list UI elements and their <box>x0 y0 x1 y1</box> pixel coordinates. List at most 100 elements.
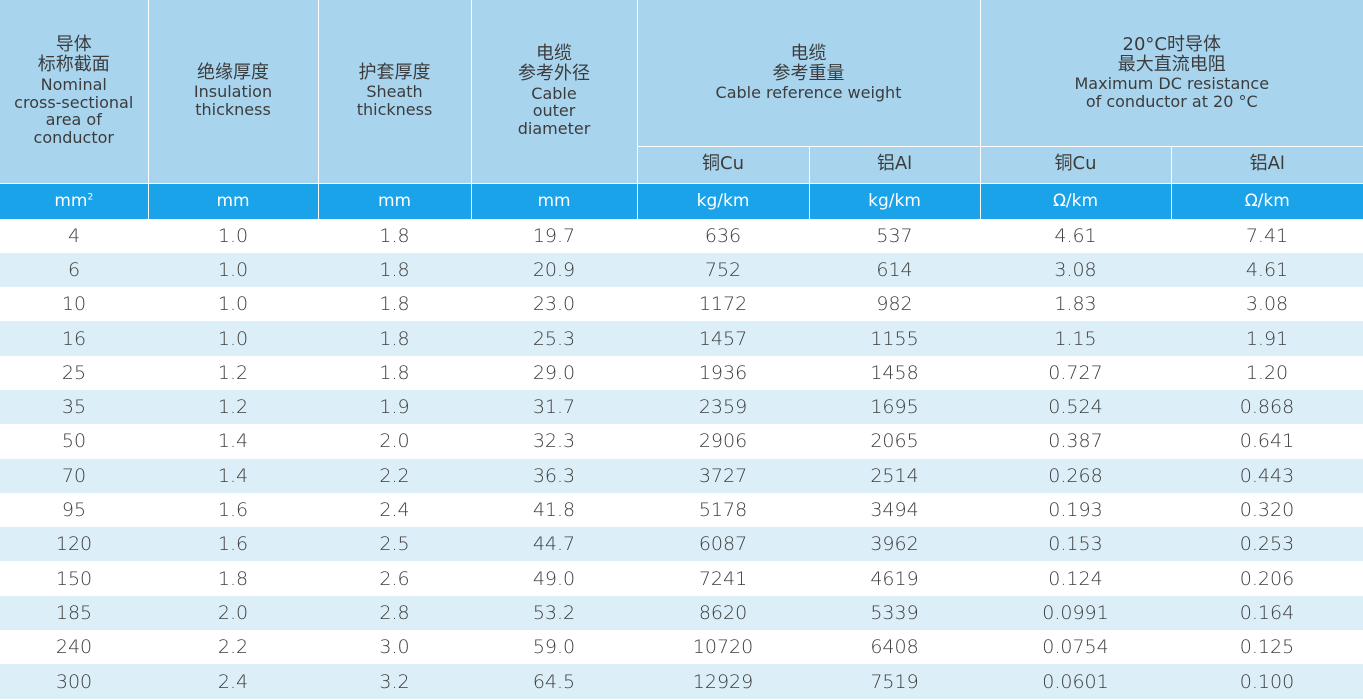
cell-weight-al: 3962 <box>809 527 980 562</box>
unit-diameter: mm <box>471 183 638 219</box>
cell-resistance-cu: 0.387 <box>980 424 1171 459</box>
cell-insulation: 1.4 <box>148 458 318 493</box>
unit-resistance-cu: Ω/km <box>980 183 1172 219</box>
table-row: 240 2.2 3.0 59.0 10720 6408 0.0754 0.125 <box>0 630 1363 665</box>
unit-weight-al: kg/km <box>809 183 981 219</box>
cell-weight-al: 1695 <box>809 389 980 425</box>
cell-area: 240 <box>0 630 148 665</box>
cell-area: 150 <box>0 561 148 596</box>
header-outer-diameter: 电缆 参考外径 Cable outer diameter <box>471 0 638 184</box>
table-row: 185 2.0 2.8 53.2 8620 5339 0.0991 0.164 <box>0 595 1363 631</box>
table-row: 35 1.2 1.9 31.7 2359 1695 0.524 0.868 <box>0 389 1363 425</box>
cell-weight-al: 3494 <box>809 492 980 528</box>
cell-weight-al: 982 <box>809 287 980 322</box>
cell-insulation: 1.0 <box>148 252 318 288</box>
cell-resistance-al: 0.443 <box>1171 458 1363 493</box>
header-sheath-thickness: 护套厚度 Sheath thickness <box>318 0 472 184</box>
cell-insulation: 1.8 <box>148 561 318 596</box>
cell-diameter: 20.9 <box>471 252 637 288</box>
cell-resistance-al: 0.868 <box>1171 389 1363 425</box>
cell-resistance-al: 0.164 <box>1171 595 1363 631</box>
table-row: 4 1.0 1.8 19.7 636 537 4.61 7.41 <box>0 218 1363 253</box>
header-insulation-thickness: 绝缘厚度 Insulation thickness <box>148 0 319 184</box>
cell-resistance-cu: 0.153 <box>980 527 1171 562</box>
table-row: 150 1.8 2.6 49.0 7241 4619 0.124 0.206 <box>0 561 1363 596</box>
cell-weight-cu: 1172 <box>637 287 809 322</box>
cell-diameter: 36.3 <box>471 458 637 493</box>
cell-area: 185 <box>0 595 148 631</box>
cell-resistance-cu: 0.524 <box>980 389 1171 425</box>
cell-weight-cu: 752 <box>637 252 809 288</box>
cell-diameter: 44.7 <box>471 527 637 562</box>
cell-sheath: 2.6 <box>318 561 471 596</box>
cell-diameter: 19.7 <box>471 218 637 253</box>
cell-sheath: 3.0 <box>318 630 471 665</box>
cell-area: 95 <box>0 492 148 528</box>
cell-resistance-al: 0.320 <box>1171 492 1363 528</box>
cell-insulation: 1.2 <box>148 389 318 425</box>
table-row: 70 1.4 2.2 36.3 3727 2514 0.268 0.443 <box>0 458 1363 493</box>
table-row: 6 1.0 1.8 20.9 752 614 3.08 4.61 <box>0 252 1363 288</box>
cell-weight-cu: 8620 <box>637 595 809 631</box>
table-row: 16 1.0 1.8 25.3 1457 1155 1.15 1.91 <box>0 321 1363 356</box>
header-resistance-al: 铝Al <box>1171 146 1363 184</box>
cell-insulation: 1.2 <box>148 355 318 390</box>
cell-insulation: 1.0 <box>148 321 318 356</box>
cell-weight-cu: 2359 <box>637 389 809 425</box>
table-row: 25 1.2 1.8 29.0 1936 1458 0.727 1.20 <box>0 355 1363 390</box>
cell-weight-cu: 6087 <box>637 527 809 562</box>
cell-area: 35 <box>0 389 148 425</box>
cell-resistance-al: 1.20 <box>1171 355 1363 390</box>
cell-diameter: 53.2 <box>471 595 637 631</box>
cell-sheath: 2.4 <box>318 492 471 528</box>
cell-area: 10 <box>0 287 148 322</box>
table-row: 50 1.4 2.0 32.3 2906 2065 0.387 0.641 <box>0 424 1363 459</box>
cell-resistance-al: 0.100 <box>1171 664 1363 699</box>
table-row: 95 1.6 2.4 41.8 5178 3494 0.193 0.320 <box>0 492 1363 528</box>
cell-diameter: 64.5 <box>471 664 637 699</box>
cell-weight-al: 1458 <box>809 355 980 390</box>
cell-insulation: 2.2 <box>148 630 318 665</box>
cell-resistance-al: 0.125 <box>1171 630 1363 665</box>
table-row: 300 2.4 3.2 64.5 12929 7519 0.0601 0.100 <box>0 664 1363 699</box>
cell-sheath: 1.8 <box>318 252 471 288</box>
cell-resistance-cu: 1.15 <box>980 321 1171 356</box>
cell-sheath: 2.2 <box>318 458 471 493</box>
cell-weight-cu: 12929 <box>637 664 809 699</box>
header-dc-resistance: 20°C时导体 最大直流电阻 Maximum DC resistance of … <box>980 0 1363 147</box>
cell-weight-al: 6408 <box>809 630 980 665</box>
header-reference-weight: 电缆 参考重量 Cable reference weight <box>637 0 981 147</box>
cell-sheath: 3.2 <box>318 664 471 699</box>
unit-sheath: mm <box>318 183 472 219</box>
cell-weight-al: 2514 <box>809 458 980 493</box>
cell-weight-al: 4619 <box>809 561 980 596</box>
cell-diameter: 25.3 <box>471 321 637 356</box>
cell-diameter: 49.0 <box>471 561 637 596</box>
table-row: 10 1.0 1.8 23.0 1172 982 1.83 3.08 <box>0 287 1363 322</box>
cell-insulation: 1.6 <box>148 527 318 562</box>
cell-sheath: 2.8 <box>318 595 471 631</box>
cell-weight-al: 5339 <box>809 595 980 631</box>
cell-diameter: 32.3 <box>471 424 637 459</box>
cell-resistance-cu: 1.83 <box>980 287 1171 322</box>
cell-resistance-al: 4.61 <box>1171 252 1363 288</box>
cell-diameter: 59.0 <box>471 630 637 665</box>
cell-weight-cu: 1457 <box>637 321 809 356</box>
cell-diameter: 29.0 <box>471 355 637 390</box>
cell-area: 16 <box>0 321 148 356</box>
cell-weight-al: 7519 <box>809 664 980 699</box>
cell-diameter: 23.0 <box>471 287 637 322</box>
cell-sheath: 1.8 <box>318 287 471 322</box>
cell-resistance-al: 0.641 <box>1171 424 1363 459</box>
cell-resistance-cu: 3.08 <box>980 252 1171 288</box>
header-weight-cu: 铜Cu <box>637 146 810 184</box>
cell-area: 300 <box>0 664 148 699</box>
cell-resistance-al: 0.206 <box>1171 561 1363 596</box>
cell-weight-al: 537 <box>809 218 980 253</box>
cell-resistance-al: 1.91 <box>1171 321 1363 356</box>
cell-weight-cu: 5178 <box>637 492 809 528</box>
cell-resistance-cu: 0.727 <box>980 355 1171 390</box>
cell-sheath: 1.8 <box>318 321 471 356</box>
cell-resistance-cu: 0.268 <box>980 458 1171 493</box>
